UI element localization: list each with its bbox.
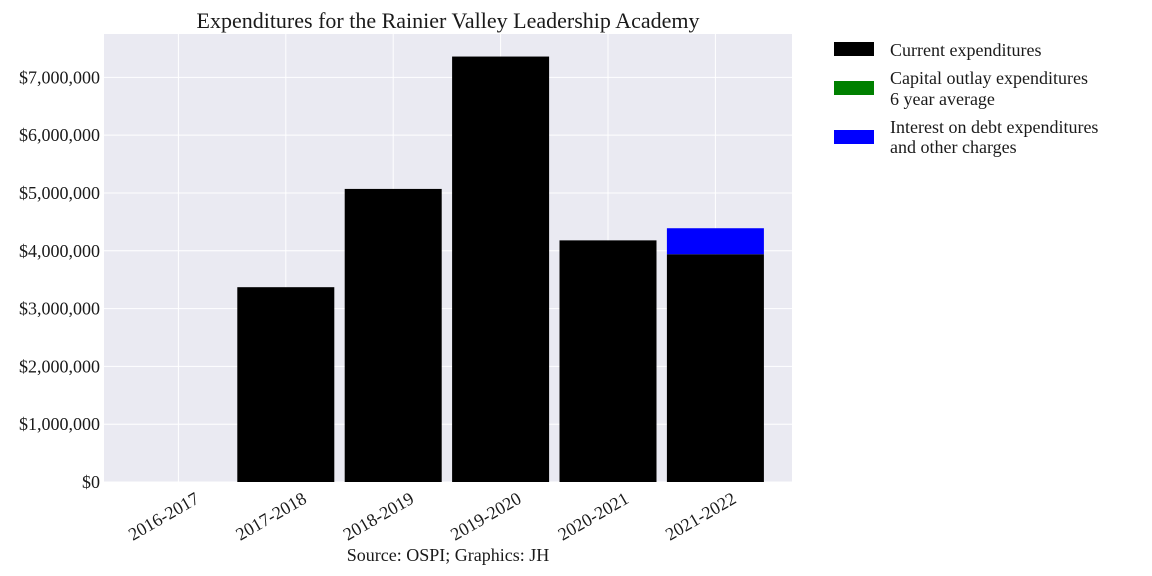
y-tick-label: $6,000,000 [19, 125, 100, 145]
bar-series-0-2020-2021 [559, 240, 657, 482]
legend: Current expenditures Capital outlay expen… [834, 40, 1098, 157]
bar-series-0-2018-2019 [344, 188, 442, 482]
bars [237, 56, 764, 482]
legend-label: Interest on debt expenditures [890, 117, 1098, 137]
y-tick-label: $2,000,000 [19, 356, 100, 376]
legend-label: Capital outlay expenditures [890, 68, 1088, 88]
x-tick-label: 2021-2022 [662, 488, 740, 544]
chart-title: Expenditures for the Rainier Valley Lead… [197, 8, 700, 33]
x-tick-label: 2020-2021 [554, 488, 632, 544]
legend-swatch [834, 130, 874, 144]
y-tick-label: $1,000,000 [19, 414, 100, 434]
bar-series-0-2021-2022 [666, 254, 764, 482]
y-axis: $0 $1,000,000 $2,000,000 $3,000,000 $4,000,0… [19, 67, 100, 492]
x-tick-label: 2017-2018 [232, 488, 310, 544]
legend-swatch [834, 81, 874, 95]
source-caption: Source: OSPI; Graphics: JH [347, 545, 549, 565]
x-axis: 2016-2017 2017-2018 2018-2019 2019-2020 2020… [125, 488, 740, 544]
legend-label: Current expenditures [890, 40, 1041, 60]
y-tick-label: $0 [82, 472, 100, 492]
x-tick-label: 2018-2019 [340, 488, 418, 544]
y-tick-label: $4,000,000 [19, 241, 100, 261]
legend-label-line2: and other charges [890, 137, 1017, 157]
legend-swatch [834, 42, 874, 56]
bar-series-0-2017-2018 [237, 287, 335, 482]
bar-series-2-2021-2022 [666, 228, 764, 255]
y-tick-label: $7,000,000 [19, 67, 100, 87]
x-tick-label: 2019-2020 [447, 488, 525, 544]
y-tick-label: $3,000,000 [19, 299, 100, 319]
x-tick-label: 2016-2017 [125, 488, 203, 544]
y-tick-label: $5,000,000 [19, 183, 100, 203]
bar-series-0-2019-2020 [452, 56, 550, 482]
legend-label-line2: 6 year average [890, 89, 995, 109]
